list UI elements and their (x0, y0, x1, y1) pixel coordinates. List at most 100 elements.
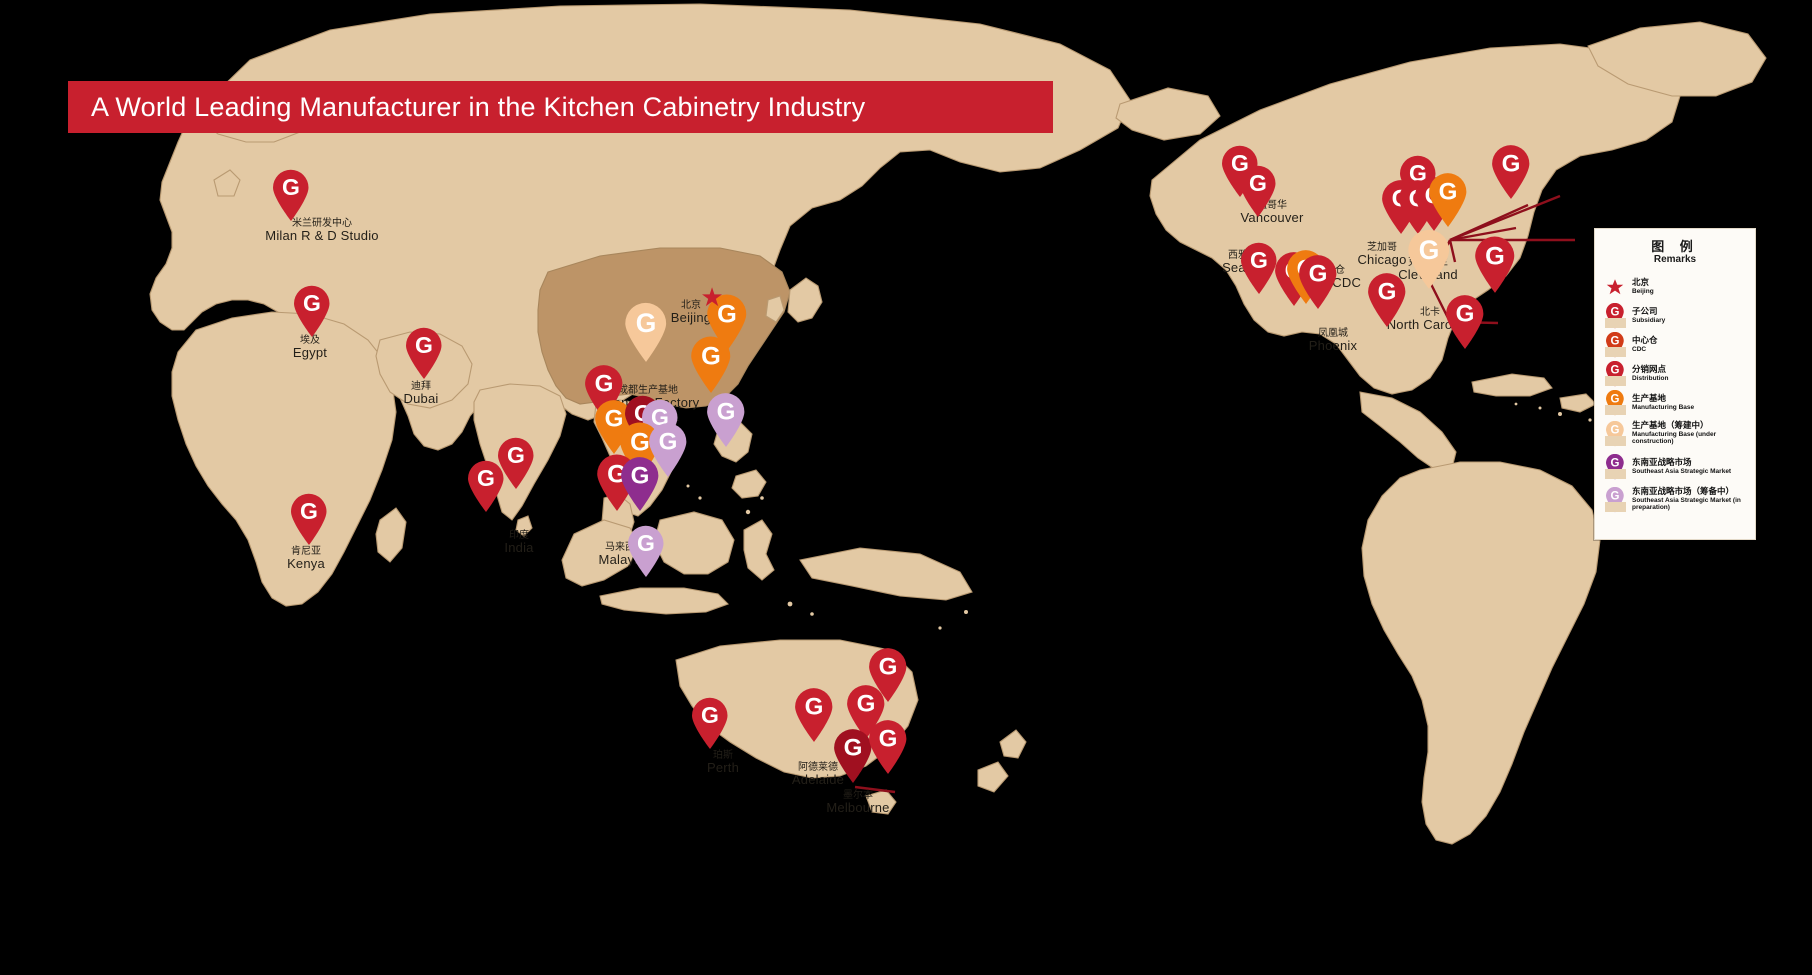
svg-text:G: G (636, 308, 657, 338)
pin-perth[interactable]: G (690, 697, 730, 750)
pin-sydney[interactable]: G (867, 648, 909, 703)
legend-label-cn: 中心仓 (1632, 335, 1658, 345)
legend-label-en: Beijing (1632, 287, 1654, 295)
land-srilanka (515, 515, 533, 537)
legend-text: 北京 Beijing (1628, 277, 1654, 295)
pin-melbourne[interactable]: G (832, 729, 874, 784)
legend-label-en: Distribution (1632, 374, 1669, 382)
svg-text:G: G (300, 498, 318, 524)
pin-singapore[interactable]: G (619, 457, 661, 512)
svg-text:G: G (1250, 247, 1268, 273)
pin-icon: G (1602, 453, 1628, 480)
legend-text: 分销网点 Distribution (1628, 364, 1669, 382)
pin-cleveland-2[interactable]: G (1427, 173, 1469, 228)
svg-text:G: G (637, 530, 655, 556)
legend-row-6: G 东南亚战略市场 Southeast Asia Strategic Market (1595, 450, 1755, 483)
svg-text:G: G (1456, 301, 1475, 328)
svg-text:G: G (1309, 261, 1328, 288)
land-japan (787, 277, 823, 323)
legend-label-en: Manufacturing Base (1632, 403, 1695, 411)
land-newzealand-s (977, 761, 1009, 793)
legend-label-cn: 生产基地（筹建中） (1632, 420, 1709, 431)
pin-adelaide[interactable]: G (793, 688, 835, 743)
land-africa (171, 311, 397, 607)
legend-title-cn: 图 例 (1651, 239, 1699, 254)
pin-florida[interactable]: G (1444, 295, 1486, 350)
pin-northeast[interactable]: G (1490, 145, 1532, 200)
pin-icon: G (1602, 389, 1628, 416)
svg-text:G: G (717, 399, 736, 426)
pin-kenya[interactable]: G (289, 493, 329, 546)
pin-egypt[interactable]: G (292, 285, 332, 338)
svg-text:G: G (857, 691, 876, 718)
pin-milan[interactable]: G (271, 169, 311, 222)
pin-indonesia[interactable]: G (626, 525, 666, 578)
svg-text:G: G (1611, 335, 1620, 347)
svg-text:G: G (879, 726, 898, 753)
legend-text: 生产基地（筹建中） Manufacturing Base (under const… (1628, 421, 1755, 446)
legend-label-cn: 东南亚战略市场（筹备中） (1632, 486, 1735, 497)
legend-row-4: G 生产基地 Manufacturing Base (1595, 388, 1755, 417)
legend-text: 东南亚战略市场（筹备中） Southeast Asia Strategic Mar… (1628, 487, 1755, 512)
land-alaska (1115, 87, 1221, 141)
svg-text:G: G (1249, 170, 1267, 196)
legend-text: 东南亚战略市场 Southeast Asia Strategic Market (1628, 457, 1731, 475)
legend-label-en: Manufacturing Base (under construction) (1632, 430, 1717, 446)
land-madagascar (375, 507, 407, 563)
svg-text:G: G (1611, 393, 1620, 405)
svg-text:G: G (1611, 490, 1620, 502)
island-specks (686, 402, 1592, 630)
svg-text:G: G (1439, 179, 1458, 206)
pin-wcdc-3[interactable]: G (1297, 255, 1339, 310)
pin-tasmania[interactable]: G (867, 720, 909, 775)
pin-dubai[interactable]: G (404, 327, 444, 380)
pin-atlantic[interactable]: G (1473, 236, 1517, 294)
svg-text:G: G (701, 342, 721, 370)
svg-text:G: G (631, 463, 650, 490)
legend-text: 生产基地 Manufacturing Base (1628, 393, 1695, 411)
legend-row-2: G 中心仓 CDC (1595, 330, 1755, 359)
pin-india-west[interactable]: G (466, 460, 506, 513)
land-greenland (1587, 21, 1767, 97)
land-uk (213, 169, 241, 197)
svg-text:G: G (717, 300, 737, 328)
svg-text:G: G (415, 332, 433, 358)
svg-text:G: G (1611, 306, 1620, 318)
pin-chengdu[interactable]: G (623, 302, 669, 363)
pin-vancouver-2[interactable]: G (1238, 165, 1278, 218)
legend-label-cn: 生产基地 (1632, 393, 1667, 403)
legend-header: 图 例 Remarks (1595, 229, 1755, 266)
svg-text:G: G (1502, 151, 1521, 178)
pin-icon: G (1602, 486, 1628, 513)
svg-text:G: G (844, 735, 863, 762)
svg-text:G: G (1611, 364, 1620, 376)
pin-icon: G (1602, 360, 1628, 387)
pin-phoenix[interactable]: G (1366, 273, 1408, 328)
pin-shanghai[interactable]: G (705, 294, 749, 352)
legend-label-cn: 北京 (1632, 277, 1650, 287)
svg-text:G: G (630, 428, 650, 456)
svg-text:G: G (805, 694, 824, 721)
svg-text:G: G (1378, 279, 1397, 306)
svg-text:G: G (303, 290, 321, 316)
pin-philippines[interactable]: G (705, 393, 747, 448)
legend-label-cn: 子公司 (1632, 306, 1658, 316)
pin-seattle[interactable]: G (1239, 242, 1279, 295)
svg-text:G: G (477, 465, 495, 491)
land-korea (765, 295, 785, 323)
svg-text:G: G (1611, 424, 1620, 436)
pin-nc[interactable]: G (1406, 229, 1452, 290)
svg-text:G: G (1409, 160, 1427, 186)
legend-label-en: CDC (1632, 345, 1647, 353)
pin-guangdong[interactable]: G (689, 336, 733, 394)
pin-vietnam-s[interactable]: G (647, 423, 689, 478)
legend-row-7: G 东南亚战略市场（筹备中） Southeast Asia Strategic Ma… (1595, 483, 1755, 516)
legend-row-5: G 生产基地（筹建中） Manufacturing Base (under cons… (1595, 417, 1755, 450)
pin-india-south[interactable]: G (496, 437, 536, 490)
land-newzealand-n (999, 729, 1027, 759)
legend-label-cn: 分销网点 (1632, 364, 1667, 374)
title-banner: A World Leading Manufacturer in the Kitc… (68, 81, 1053, 133)
legend-label-en: Southeast Asia Strategic Market (in prep… (1632, 496, 1741, 512)
legend-title-en: Remarks (1653, 254, 1697, 265)
